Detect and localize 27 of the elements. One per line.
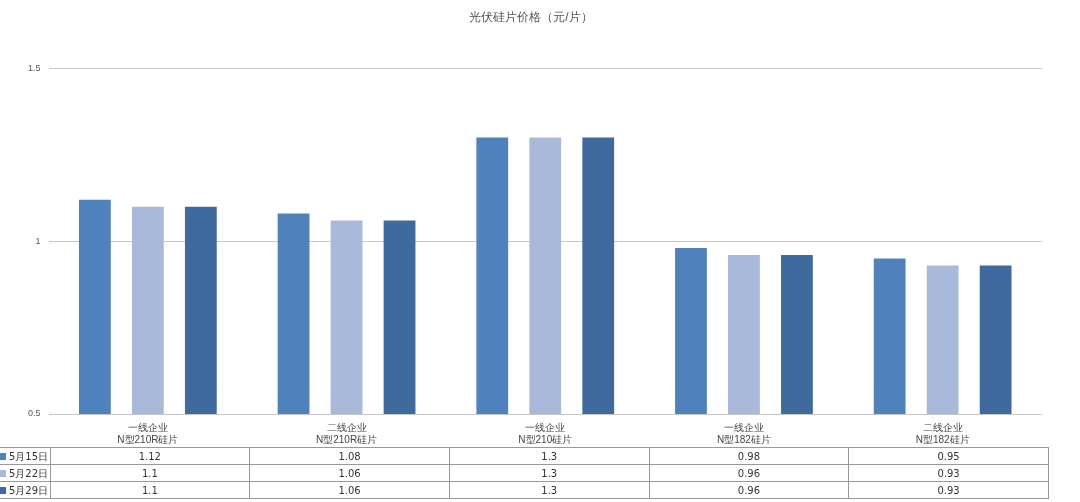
x-tick-label: 二线企业 N型210R硅片 <box>315 421 378 445</box>
data-label: 0.98 <box>649 447 849 465</box>
data-label: 1.08 <box>249 447 450 465</box>
data-label: 0.93 <box>848 464 1049 482</box>
data-label: 1.1 <box>50 464 250 482</box>
data-label: 0.93 <box>848 481 1049 499</box>
data-label: 1.3 <box>449 481 650 499</box>
legend-label: 5月29日 <box>0 481 51 499</box>
y-tick-label: 1.5 <box>28 62 41 73</box>
y-tick-label: 0.5 <box>28 408 41 419</box>
y-tick-label: 1 <box>35 235 41 246</box>
data-label: 0.96 <box>649 481 849 499</box>
chart-title: 光伏硅片价格（元/片） <box>469 9 593 24</box>
legend-label: 5月15日 <box>0 447 51 465</box>
data-label: 1.06 <box>249 481 450 499</box>
data-label: 1.3 <box>449 447 650 465</box>
data-label: 1.1 <box>50 481 250 499</box>
data-label: 1.3 <box>449 464 650 482</box>
data-label: 0.95 <box>848 447 1049 465</box>
x-tick-label: 一线企业 N型210R硅片 <box>117 421 179 445</box>
x-tick-label: 一线企业 N型210硅片 <box>518 421 573 445</box>
x-tick-label: 二线企业 N型182硅片 <box>915 421 970 445</box>
data-label: 1.06 <box>249 464 450 482</box>
data-label: 1.12 <box>50 447 250 465</box>
x-tick-label: 一线企业 N型182硅片 <box>717 421 771 445</box>
data-label: 0.96 <box>649 464 849 482</box>
legend-label: 5月22日 <box>0 464 51 482</box>
